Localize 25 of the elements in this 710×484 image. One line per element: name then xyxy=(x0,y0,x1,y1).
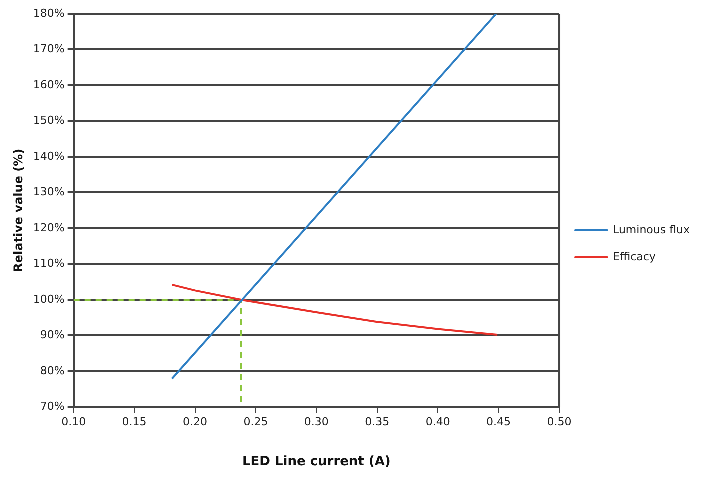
y-tick-label: 160% xyxy=(33,78,65,92)
y-tick-label: 90% xyxy=(40,328,65,342)
y-tick-label: 140% xyxy=(33,150,65,163)
x-tick-label: 0.15 xyxy=(122,416,147,429)
x-tick-label: 0.35 xyxy=(365,416,390,429)
y-axis-title: Relative value (%) xyxy=(11,148,26,272)
x-tick-label: 0.25 xyxy=(244,416,268,429)
y-tick-label: 150% xyxy=(33,114,65,128)
x-tick-label: 0.20 xyxy=(183,416,208,429)
y-tick-label: 70% xyxy=(40,400,65,414)
legend-label: Efficacy xyxy=(613,250,656,264)
y-tick-label: 110% xyxy=(33,257,65,270)
y-tick-label: 80% xyxy=(40,364,65,378)
x-tick-label: 0.30 xyxy=(304,416,329,429)
legend-label: Luminous flux xyxy=(613,223,690,236)
x-axis-title: LED Line current (A) xyxy=(242,454,391,470)
x-tick-label: 0.40 xyxy=(426,416,450,429)
y-tick-label: 130% xyxy=(33,186,65,199)
y-tick-label: 120% xyxy=(33,221,65,234)
y-tick-label: 170% xyxy=(33,42,65,56)
x-tick-label: 0.50 xyxy=(547,416,572,429)
y-tick-label: 100% xyxy=(33,292,65,306)
x-tick-label: 0.45 xyxy=(486,416,512,429)
x-tick-label: 0.10 xyxy=(62,416,86,429)
y-tick-label: 180% xyxy=(33,6,65,20)
